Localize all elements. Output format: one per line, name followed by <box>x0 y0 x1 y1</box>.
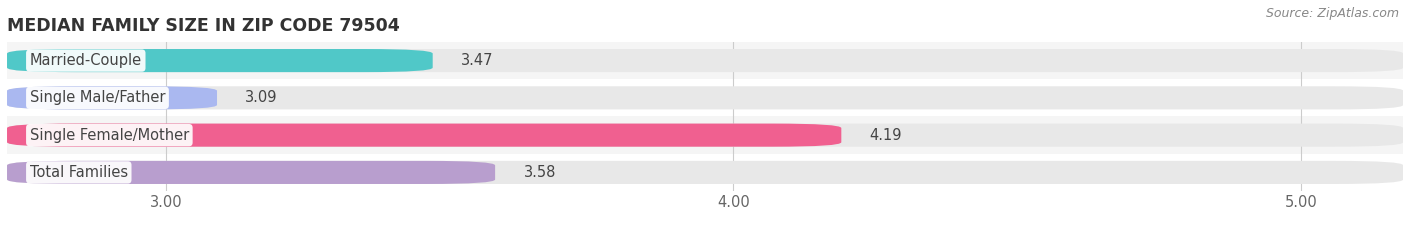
FancyBboxPatch shape <box>7 49 433 72</box>
Bar <box>7 116 1403 154</box>
FancyBboxPatch shape <box>7 86 1403 110</box>
Text: Source: ZipAtlas.com: Source: ZipAtlas.com <box>1265 7 1399 20</box>
Text: 3.58: 3.58 <box>523 165 555 180</box>
Text: 4.19: 4.19 <box>870 128 903 143</box>
Text: Total Families: Total Families <box>30 165 128 180</box>
FancyBboxPatch shape <box>7 49 1403 72</box>
FancyBboxPatch shape <box>7 123 841 147</box>
Text: Married-Couple: Married-Couple <box>30 53 142 68</box>
Bar <box>7 154 1403 191</box>
Text: Single Female/Mother: Single Female/Mother <box>30 128 188 143</box>
FancyBboxPatch shape <box>7 123 1403 147</box>
Text: MEDIAN FAMILY SIZE IN ZIP CODE 79504: MEDIAN FAMILY SIZE IN ZIP CODE 79504 <box>7 17 399 35</box>
Text: 3.47: 3.47 <box>461 53 494 68</box>
Text: 3.09: 3.09 <box>246 90 278 105</box>
FancyBboxPatch shape <box>7 161 1403 184</box>
Text: Single Male/Father: Single Male/Father <box>30 90 166 105</box>
Bar <box>7 79 1403 116</box>
FancyBboxPatch shape <box>7 161 495 184</box>
FancyBboxPatch shape <box>7 86 217 110</box>
Bar <box>7 42 1403 79</box>
